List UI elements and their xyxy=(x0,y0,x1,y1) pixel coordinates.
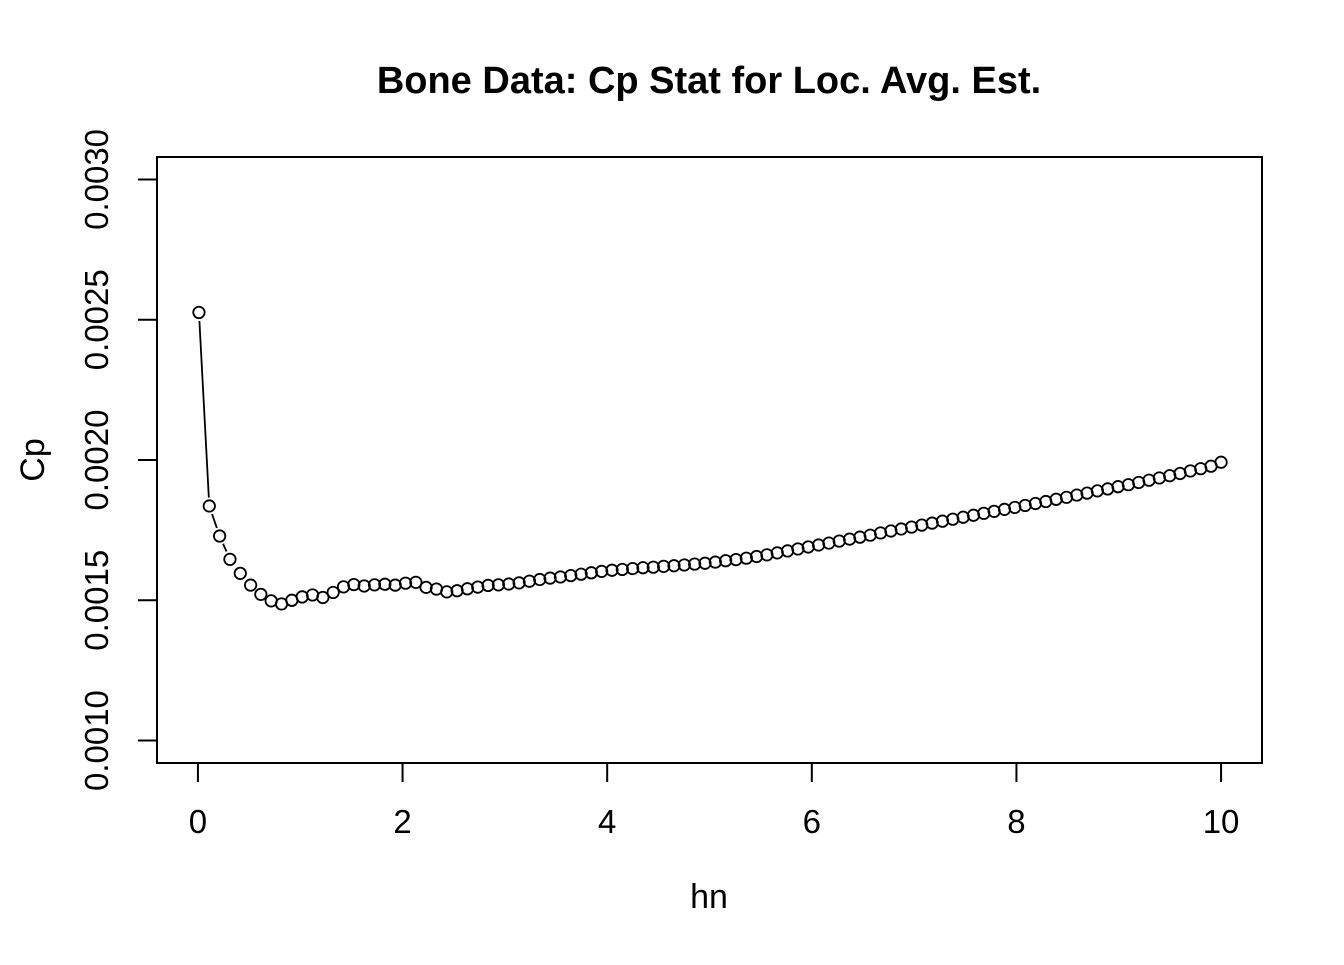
data-point xyxy=(1018,498,1032,513)
data-point xyxy=(378,577,392,591)
x-axis-title: hn xyxy=(690,878,728,916)
data-point xyxy=(657,559,671,573)
data-point xyxy=(605,563,619,577)
data-point xyxy=(357,579,371,593)
data-point xyxy=(636,561,650,575)
y-axis-tick-label: 0.0030 xyxy=(78,129,115,230)
data-point xyxy=(1111,480,1125,494)
data-point xyxy=(543,571,557,585)
data-point xyxy=(780,544,795,558)
data-point xyxy=(595,564,609,578)
data-point xyxy=(1214,455,1228,469)
data-point xyxy=(316,590,330,605)
x-axis-tick-label: 8 xyxy=(1007,803,1025,840)
x-axis-tick-label: 10 xyxy=(1203,803,1240,840)
data-point xyxy=(801,540,815,554)
data-point xyxy=(842,532,857,546)
x-axis-tick-label: 2 xyxy=(393,803,411,840)
data-point xyxy=(491,578,506,592)
data-point xyxy=(295,590,309,604)
data-point xyxy=(1008,500,1022,515)
data-point xyxy=(832,534,846,548)
plot-area-box xyxy=(156,156,1263,764)
y-axis-tick-label: 0.0010 xyxy=(78,690,115,791)
data-point xyxy=(626,561,640,576)
data-point xyxy=(574,567,588,581)
data-series xyxy=(192,305,1228,611)
data-point xyxy=(667,559,681,573)
data-point xyxy=(677,558,691,572)
y-axis-tick-label: 0.0025 xyxy=(78,269,115,370)
y-axis-tick-label: 0.0015 xyxy=(78,550,115,651)
data-point xyxy=(822,536,836,550)
data-point xyxy=(481,578,495,593)
data-point xyxy=(192,305,206,320)
data-point xyxy=(956,510,970,524)
data-point xyxy=(202,499,216,513)
data-point xyxy=(233,566,247,580)
data-point xyxy=(946,512,960,526)
data-point xyxy=(213,529,227,543)
y-axis-tick-label: 0.0020 xyxy=(78,410,115,511)
data-point xyxy=(1090,484,1104,498)
data-point xyxy=(873,526,888,540)
data-point xyxy=(894,522,908,536)
data-point xyxy=(977,506,991,520)
data-point xyxy=(398,576,413,590)
axes: 0 2 4 6 8 10 0.0010 0.0015 0.0020 0.0025 0.0030 xyxy=(78,129,1239,840)
data-point xyxy=(409,575,423,589)
x-axis-tick-label: 4 xyxy=(598,803,616,840)
data-point xyxy=(884,524,898,538)
x-axis-tick-label: 0 xyxy=(189,803,207,840)
x-axis-tick-label: 6 xyxy=(803,803,821,840)
data-point xyxy=(688,557,702,571)
data-point xyxy=(791,542,805,556)
data-point xyxy=(223,552,237,566)
data-point xyxy=(1049,492,1063,506)
data-point xyxy=(615,562,629,577)
data-point xyxy=(502,577,516,591)
series-line-segment xyxy=(211,513,218,529)
y-axis-title: Cp xyxy=(14,438,52,481)
data-point xyxy=(244,578,258,592)
data-point xyxy=(698,556,712,570)
data-point xyxy=(440,585,454,599)
data-point xyxy=(853,530,867,544)
series-line-segment xyxy=(222,543,228,552)
data-point xyxy=(770,546,784,560)
data-point xyxy=(935,514,950,528)
data-point xyxy=(987,504,1001,518)
data-point xyxy=(254,587,268,601)
chart-title: Bone Data: Cp Stat for Loc. Avg. Est. xyxy=(377,60,1041,102)
data-point xyxy=(925,516,939,530)
data-point xyxy=(811,538,826,552)
data-point xyxy=(367,578,382,592)
data-point xyxy=(1028,496,1043,511)
data-point xyxy=(646,560,660,574)
data-point xyxy=(966,508,981,522)
data-point xyxy=(719,554,733,568)
data-point xyxy=(326,585,340,600)
series-line-segment xyxy=(198,320,210,498)
data-point xyxy=(997,502,1012,516)
